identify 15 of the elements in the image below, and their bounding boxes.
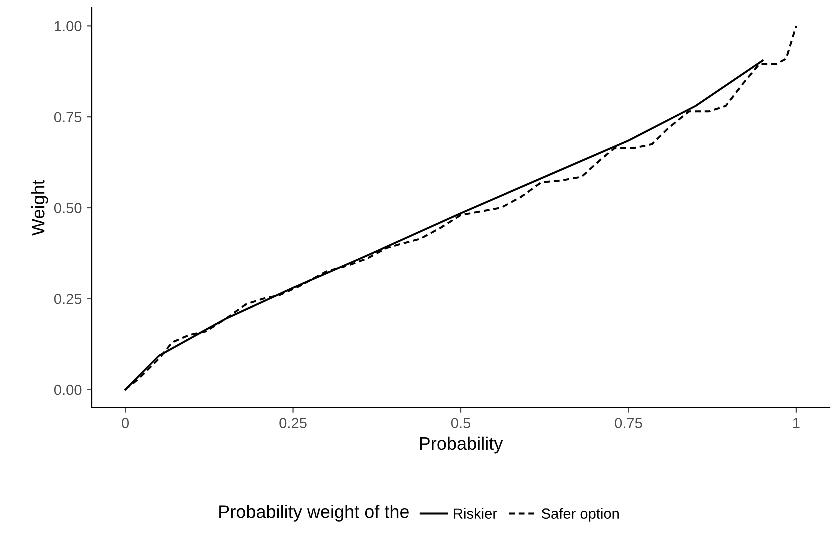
x-tick-label: 0.25: [280, 418, 307, 428]
legend-label: Safer option: [542, 508, 619, 522]
x-tick-label: 0: [122, 418, 130, 428]
y-tick-label: 0.75: [54, 112, 82, 123]
x-tick-label: 0.75: [615, 418, 642, 428]
legend-title: Probability weight of the: [220, 505, 409, 522]
x-axis-title: Probability: [420, 436, 504, 454]
y-tick-label: 0.25: [54, 294, 82, 304]
y-tick-label: 1.00: [55, 21, 82, 32]
y-tick-label: 0.00: [54, 384, 82, 396]
legend-label: Riskier: [454, 508, 498, 519]
y-tick-label: 0.50: [54, 203, 82, 214]
x-tick-label: 1: [794, 418, 800, 428]
y-axis-title: Weight: [32, 180, 48, 236]
x-tick-label: 0.5: [451, 418, 471, 428]
